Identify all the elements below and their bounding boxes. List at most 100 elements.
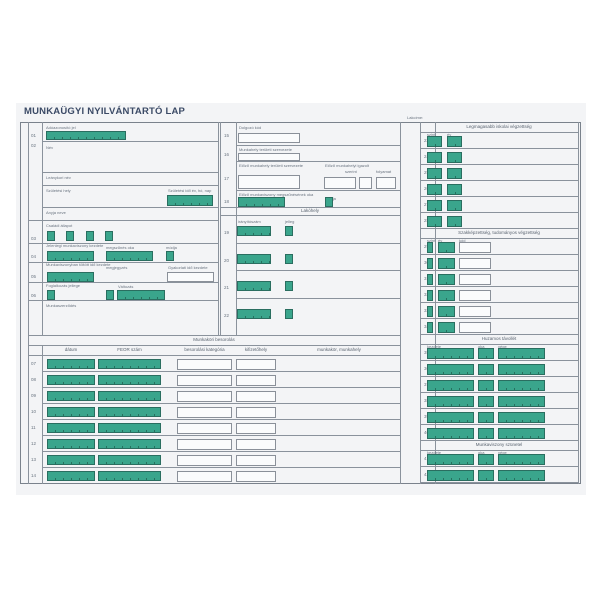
employee-code-field[interactable] bbox=[238, 133, 300, 143]
level-box[interactable] bbox=[427, 216, 442, 227]
year-box[interactable] bbox=[447, 152, 462, 163]
category-field[interactable] bbox=[177, 455, 232, 466]
category-field[interactable] bbox=[177, 375, 232, 386]
start-field[interactable] bbox=[427, 454, 474, 465]
employment-start-field[interactable] bbox=[47, 251, 94, 261]
code-field[interactable] bbox=[459, 322, 491, 333]
start-field[interactable] bbox=[427, 470, 474, 481]
reason-box[interactable] bbox=[478, 412, 494, 423]
start-field[interactable] bbox=[427, 364, 474, 375]
payer-field[interactable] bbox=[236, 359, 276, 370]
zip-code-field[interactable] bbox=[237, 253, 271, 264]
date-field[interactable] bbox=[47, 407, 95, 417]
reason-box[interactable] bbox=[478, 380, 494, 391]
reason-box[interactable] bbox=[478, 364, 494, 375]
service-start-field[interactable] bbox=[47, 272, 94, 282]
birth-date-field[interactable] bbox=[167, 195, 213, 206]
year-box[interactable] bbox=[447, 168, 462, 179]
payer-field[interactable] bbox=[236, 375, 276, 386]
level-box[interactable] bbox=[427, 152, 442, 163]
code-field[interactable] bbox=[459, 290, 491, 301]
code-field[interactable] bbox=[459, 258, 491, 269]
prev-cert-field[interactable] bbox=[324, 177, 356, 189]
year-box[interactable] bbox=[447, 216, 462, 227]
feor-field[interactable] bbox=[98, 471, 161, 481]
year-box[interactable] bbox=[438, 290, 455, 301]
payer-field[interactable] bbox=[236, 471, 276, 482]
termination-reason-field[interactable] bbox=[106, 251, 153, 261]
year-box[interactable] bbox=[438, 322, 455, 333]
year-box[interactable] bbox=[438, 258, 455, 269]
category-field[interactable] bbox=[177, 407, 232, 418]
year-box[interactable] bbox=[447, 136, 462, 147]
year-box[interactable] bbox=[438, 274, 455, 285]
level-box[interactable] bbox=[427, 290, 433, 301]
level-box[interactable] bbox=[427, 200, 442, 211]
change-box[interactable] bbox=[106, 290, 114, 300]
category-field[interactable] bbox=[177, 471, 232, 482]
code-field[interactable] bbox=[459, 306, 491, 317]
reason-box[interactable] bbox=[478, 428, 494, 439]
feor-field[interactable] bbox=[98, 455, 161, 465]
feor-field[interactable] bbox=[98, 407, 161, 417]
start-field[interactable] bbox=[427, 348, 474, 359]
year-box[interactable] bbox=[438, 242, 455, 253]
prev-cert-box[interactable] bbox=[359, 177, 372, 189]
category-field[interactable] bbox=[177, 439, 232, 450]
code-field[interactable] bbox=[459, 274, 491, 285]
end-field[interactable] bbox=[498, 428, 545, 439]
payer-field[interactable] bbox=[236, 407, 276, 418]
residence-type-box[interactable] bbox=[285, 253, 293, 264]
zip-code-field[interactable] bbox=[237, 281, 271, 291]
end-field[interactable] bbox=[498, 412, 545, 423]
marital-status-box[interactable] bbox=[105, 231, 113, 241]
category-field[interactable] bbox=[177, 359, 232, 370]
category-field[interactable] bbox=[177, 423, 232, 434]
date-field[interactable] bbox=[47, 439, 95, 449]
reason-box[interactable] bbox=[478, 396, 494, 407]
date-field[interactable] bbox=[47, 455, 95, 465]
feor-field[interactable] bbox=[98, 359, 161, 369]
prev-termination-reason-field[interactable] bbox=[238, 197, 285, 207]
payer-field[interactable] bbox=[236, 423, 276, 434]
feor-field[interactable] bbox=[98, 391, 161, 401]
payer-field[interactable] bbox=[236, 391, 276, 402]
level-box[interactable] bbox=[427, 168, 442, 179]
date-field[interactable] bbox=[47, 391, 95, 401]
date-field[interactable] bbox=[47, 359, 95, 369]
prev-workplace-field[interactable] bbox=[238, 175, 300, 189]
level-box[interactable] bbox=[427, 322, 433, 333]
practice-start-field[interactable] bbox=[167, 272, 214, 282]
end-field[interactable] bbox=[498, 454, 545, 465]
start-field[interactable] bbox=[427, 412, 474, 423]
year-box[interactable] bbox=[438, 306, 455, 317]
end-field[interactable] bbox=[498, 396, 545, 407]
level-box[interactable] bbox=[427, 306, 433, 317]
residence-type-box[interactable] bbox=[285, 308, 293, 319]
year-box[interactable] bbox=[447, 184, 462, 195]
feor-field[interactable] bbox=[98, 439, 161, 449]
reason-box[interactable] bbox=[478, 470, 494, 481]
start-field[interactable] bbox=[427, 396, 474, 407]
prev-termination-mode-box[interactable] bbox=[325, 197, 333, 207]
workplace-org-field[interactable] bbox=[238, 153, 300, 161]
marital-status-box[interactable] bbox=[86, 231, 94, 241]
level-box[interactable] bbox=[427, 274, 433, 285]
zip-code-field[interactable] bbox=[237, 308, 271, 319]
level-box[interactable] bbox=[427, 136, 442, 147]
marital-status-box[interactable] bbox=[66, 231, 74, 241]
marital-status-box[interactable] bbox=[47, 231, 55, 241]
start-field[interactable] bbox=[427, 428, 474, 439]
feor-field[interactable] bbox=[98, 375, 161, 385]
change-field[interactable] bbox=[117, 290, 165, 300]
end-field[interactable] bbox=[498, 380, 545, 391]
date-field[interactable] bbox=[47, 471, 95, 481]
end-field[interactable] bbox=[498, 470, 545, 481]
occupation-box[interactable] bbox=[47, 290, 55, 300]
residence-type-box[interactable] bbox=[285, 226, 293, 236]
feor-field[interactable] bbox=[98, 423, 161, 433]
date-field[interactable] bbox=[47, 375, 95, 385]
prev-status-box[interactable] bbox=[376, 177, 396, 189]
level-box[interactable] bbox=[427, 184, 442, 195]
payer-field[interactable] bbox=[236, 455, 276, 466]
